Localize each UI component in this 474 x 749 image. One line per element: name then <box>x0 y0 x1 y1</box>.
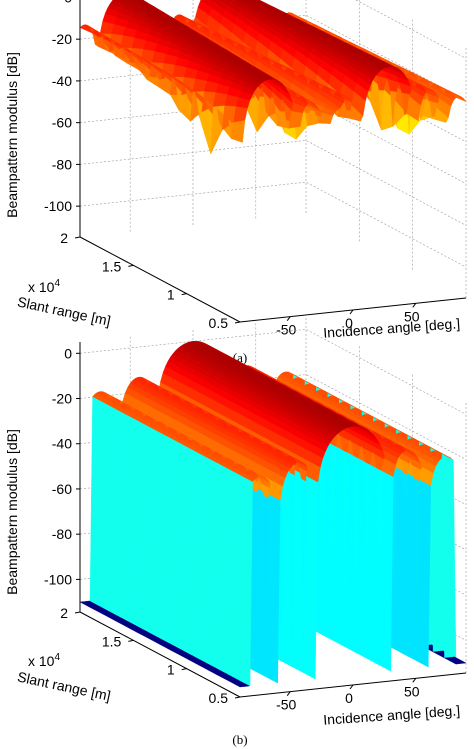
surface-patch <box>233 105 248 123</box>
z-tick-label: -40 <box>52 436 72 452</box>
axes-frame-a: -50 0 50 2 1.5 1 0.5 0 -20 -40 -60 -80 -100 <box>44 0 467 338</box>
surface-patch <box>378 470 394 672</box>
y-axis-line <box>79 236 241 323</box>
y-tick <box>234 696 241 699</box>
y-tick <box>128 639 134 642</box>
y-tick-label: 2 <box>60 605 68 621</box>
z-axis-label-b: Beampattern modulus [dB] <box>4 429 20 595</box>
surface-patch <box>226 0 234 3</box>
surface-patch <box>416 479 432 668</box>
y-tick <box>181 293 187 296</box>
y-tick-label: 0.5 <box>209 690 229 706</box>
surface-patch <box>209 0 217 4</box>
panel-caption-b: (b) <box>232 732 247 747</box>
x-tick <box>286 316 291 321</box>
surface-patch <box>451 92 467 103</box>
surface-patch <box>265 493 281 684</box>
z-tick-label: -60 <box>52 115 72 131</box>
y-tick-label: 1 <box>167 662 175 678</box>
x-tick <box>412 303 417 308</box>
z-gridline <box>79 181 467 268</box>
y-tick-label: 1 <box>167 287 175 303</box>
y-tick <box>128 264 134 267</box>
y-tick-label: 2 <box>60 230 68 246</box>
x-tick-label: 0 <box>345 315 353 331</box>
y-tick <box>74 611 81 614</box>
z-tick-label: 0 <box>64 0 72 5</box>
z-tick-label: -100 <box>44 571 72 587</box>
z-gridline <box>79 140 467 226</box>
z-tick-label: -80 <box>52 526 72 542</box>
beampattern-surface-a <box>79 0 467 155</box>
y-tick <box>181 668 187 671</box>
x-tick-label: -50 <box>276 322 296 338</box>
z-axis-label-a: Beampattern modulus [dB] <box>4 52 20 218</box>
surface-plot-b: -50 0 50 2 1.5 1 0.5 0 -20 -40 -60 -80 -100 Beampatt… <box>4 318 467 747</box>
z-tick-label: -80 <box>52 156 72 172</box>
z-gridline <box>355 0 467 59</box>
x-axis-label-a: Incidence angle [deg.] <box>323 315 461 341</box>
x-tick-label: -50 <box>276 697 296 713</box>
x-tick <box>286 691 291 696</box>
x-axis-label-b: Incidence angle [deg.] <box>323 702 461 728</box>
y-tick-label: 1.5 <box>102 258 122 274</box>
z-tick-label: -60 <box>52 481 72 497</box>
surface-plot-a: -50 0 50 2 1.5 1 0.5 0 -20 -40 -60 -80 -100 Beampatt… <box>4 0 467 365</box>
surface-patch <box>126 0 132 2</box>
z-tick-label: -40 <box>52 73 72 89</box>
y-exponent-b: x 104 <box>28 652 60 669</box>
z-tick-label: 0 <box>64 345 72 361</box>
y-tick-label: 0.5 <box>209 315 229 331</box>
x-tick <box>349 309 354 315</box>
x-tick <box>412 678 417 683</box>
y-tick <box>234 321 241 324</box>
x-tick-label: 50 <box>404 308 420 324</box>
z-gridline <box>79 328 467 415</box>
surface-patch <box>303 475 319 680</box>
y-tick-label: 1.5 <box>102 633 122 649</box>
x-tick <box>349 684 354 690</box>
surface-patch <box>238 475 253 687</box>
z-tick-label: -20 <box>52 31 72 47</box>
z-gridline <box>79 98 467 184</box>
x-tick-label: 0 <box>345 690 353 706</box>
beampattern-surface-b <box>79 340 467 688</box>
y-axis-line <box>79 611 241 698</box>
x-tick-label: 50 <box>404 683 420 699</box>
axes-frame-b: -50 0 50 2 1.5 1 0.5 0 -20 -40 -60 -80 -100 <box>44 342 467 713</box>
z-tick-label: -20 <box>52 391 72 407</box>
surface-patch <box>451 656 467 664</box>
y-tick <box>74 236 81 239</box>
surface-patch <box>441 453 457 665</box>
z-tick-label: -100 <box>44 198 72 214</box>
y-axis-label-a: Slant range [m] <box>16 293 112 328</box>
y-axis-label-b: Slant range [m] <box>16 668 112 703</box>
y-exponent-a: x 104 <box>28 278 60 295</box>
